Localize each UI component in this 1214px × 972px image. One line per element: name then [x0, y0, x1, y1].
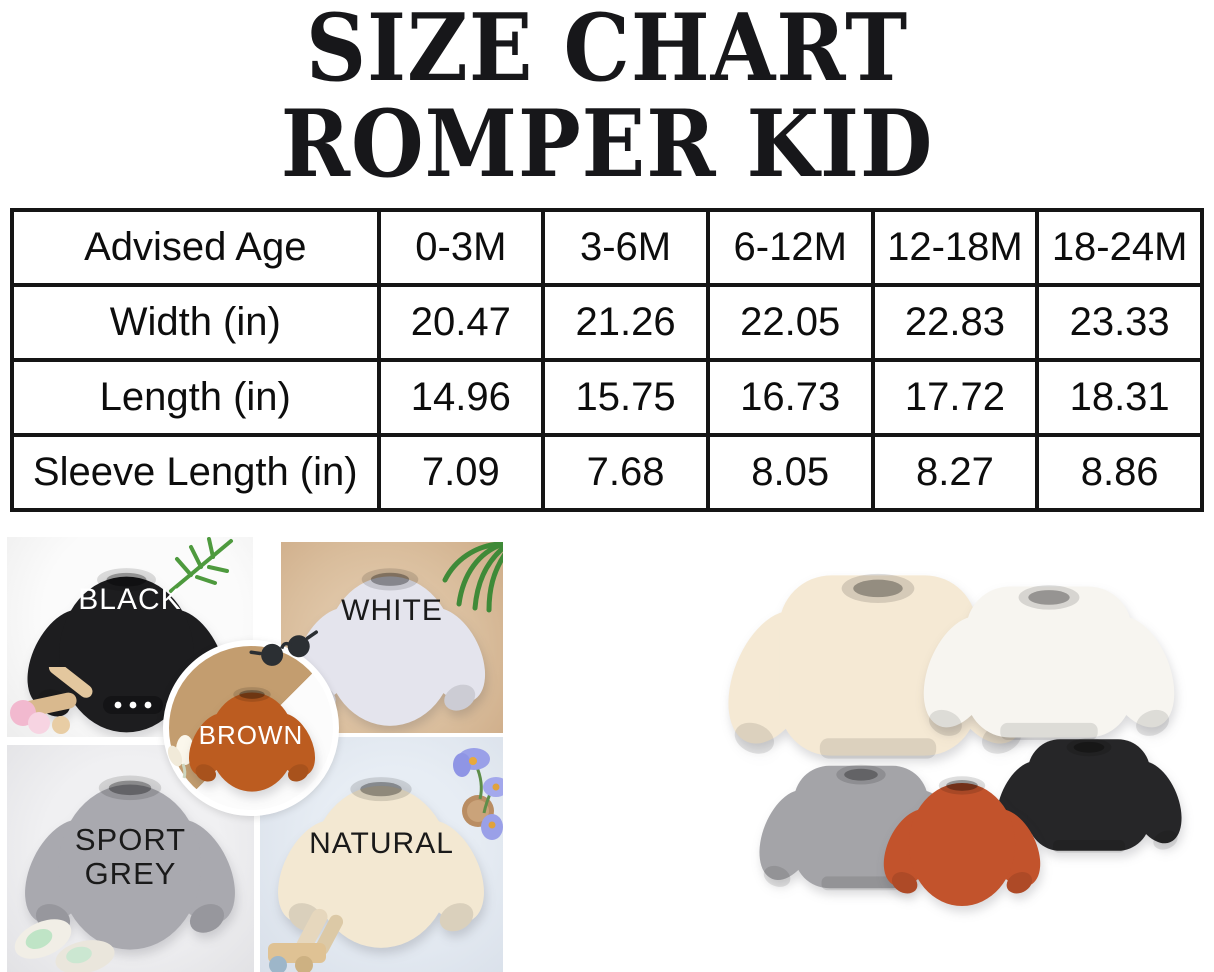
row-label: Length (in) [10, 358, 381, 437]
table-row: Length (in) 14.96 15.75 16.73 17.72 18.3… [10, 358, 1204, 437]
table-cell: 15.75 [541, 358, 710, 437]
table-cell: 8.86 [1035, 433, 1204, 512]
column-header: 0-3M [376, 208, 546, 287]
table-cell: 21.26 [541, 283, 710, 362]
color-label-natural: NATURAL [309, 827, 454, 860]
palm-leaf-icon [442, 542, 503, 613]
title-line-2: ROMPER KID [280, 89, 934, 199]
snap-buttons [103, 696, 163, 714]
row-label: Sleeve Length (in) [10, 433, 381, 512]
column-header: Advised Age [10, 208, 381, 287]
table-cell: 22.83 [870, 283, 1040, 362]
table-cell: 14.96 [376, 358, 546, 437]
baby-shoes-decoration [14, 919, 115, 972]
table-row: Sleeve Length (in) 7.09 7.68 8.05 8.27 8… [10, 433, 1204, 512]
table-cell: 8.05 [705, 433, 875, 512]
color-label-sport-grey: SPORT GREY [74, 822, 187, 891]
table-header-row: Advised Age 0-3M 3-6M 6-12M 12-18M 18-24… [10, 208, 1204, 287]
color-label-black: BLACK [78, 583, 182, 616]
color-label-brown: BROWN [198, 720, 304, 750]
group-photo [700, 533, 1214, 972]
title-line-1: SIZE CHART [305, 0, 909, 103]
column-header: 3-6M [541, 208, 710, 287]
wooden-toy-decoration [10, 667, 93, 734]
table-cell: 23.33 [1035, 283, 1204, 362]
column-header: 12-18M [870, 208, 1040, 287]
page-title: SIZE CHART ROMPER KID [0, 0, 1214, 193]
table-cell: 22.05 [705, 283, 875, 362]
table-cell: 7.68 [541, 433, 710, 512]
photo-brown-romper: BROWN [163, 630, 339, 816]
color-label-white: WHITE [341, 594, 443, 627]
table-cell: 18.31 [1035, 358, 1204, 437]
table-cell: 16.73 [705, 358, 875, 437]
table-cell: 17.72 [870, 358, 1040, 437]
sunglasses-icon [249, 630, 318, 666]
purple-flowers-decoration [453, 748, 503, 840]
table-cell: 7.09 [376, 433, 546, 512]
column-header: 18-24M [1035, 208, 1204, 287]
size-chart-table: Advised Age 0-3M 3-6M 6-12M 12-18M 18-24… [10, 208, 1204, 512]
photo-black-romper: BLACK [7, 537, 253, 737]
table-cell: 20.47 [376, 283, 546, 362]
table-row: Width (in) 20.47 21.26 22.05 22.83 23.33 [10, 283, 1204, 362]
wooden-toy-decoration [268, 908, 344, 972]
table-cell: 8.27 [870, 433, 1040, 512]
orange-baby-romper [876, 758, 1048, 916]
fern-leaf-icon [169, 537, 233, 593]
column-header: 6-12M [705, 208, 875, 287]
row-label: Width (in) [10, 283, 381, 362]
